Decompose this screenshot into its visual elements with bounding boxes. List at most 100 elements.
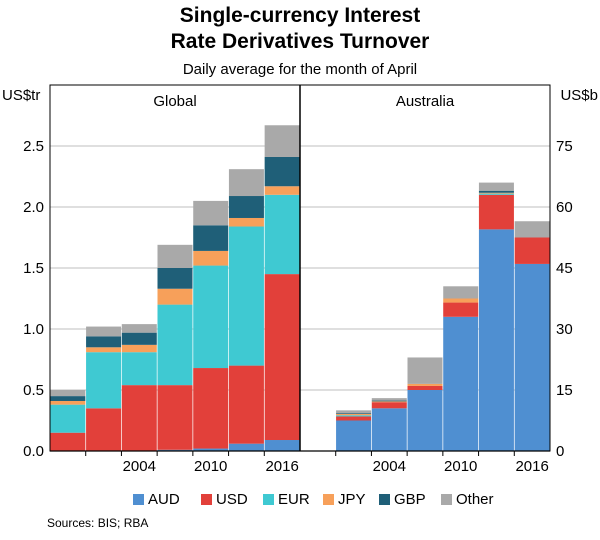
- bar-segment-other-2013: [228, 169, 264, 197]
- bar-segment-usd-2007: [407, 385, 443, 390]
- bar-segment-other-2007: [157, 244, 193, 268]
- bar-segment-other-2004: [371, 398, 407, 401]
- y-tick-label: 0: [556, 443, 564, 460]
- x-tick-label: 2016: [265, 458, 298, 475]
- bar-segment-usd-2007: [157, 385, 193, 450]
- panel-title-australia: Australia: [396, 93, 455, 110]
- right-axis-unit: US$b: [560, 87, 598, 104]
- y-tick-label: 1.5: [23, 260, 44, 277]
- bar-segment-other-2016: [514, 221, 550, 238]
- y-tick-label: 2.5: [23, 138, 44, 155]
- x-tick-label: 2016: [515, 458, 548, 475]
- y-tick-label: 2.0: [23, 199, 44, 216]
- panel-title-global: Global: [153, 93, 196, 110]
- bar-segment-jpy-2010: [443, 298, 479, 303]
- bar-segment-aud-2004: [371, 408, 407, 451]
- y-tick-label: 1.0: [23, 321, 44, 338]
- bar-segment-aud-2010: [193, 448, 229, 451]
- bar-segment-eur-2010: [193, 265, 229, 369]
- bar-segment-aud-2013: [228, 443, 264, 451]
- left-axis-unit: US$tr: [2, 87, 40, 104]
- bar-segment-gbp-2001: [336, 413, 372, 414]
- bar-segment-usd-2004: [121, 385, 157, 451]
- bar-segment-aud-2010: [443, 316, 479, 451]
- bar-segment-aud-2007: [157, 449, 193, 451]
- bar-segment-usd-1998: [50, 432, 86, 451]
- bar-segment-gbp-2004: [121, 332, 157, 345]
- legend-swatch-usd: [201, 494, 212, 505]
- legend-swatch-eur: [263, 494, 274, 505]
- legend-swatch-jpy: [323, 494, 334, 505]
- bar-segment-eur-2016: [264, 194, 300, 275]
- bar-segment-gbp-2007: [157, 268, 193, 289]
- bar-segment-eur-1998: [50, 404, 86, 433]
- bar-segment-jpy-2001: [336, 413, 372, 416]
- bar-segment-other-2007: [407, 357, 443, 384]
- legend-label-eur: EUR: [278, 491, 310, 508]
- legend: AUD USD EUR JPY GBP Other: [133, 491, 494, 508]
- bar-segment-other-2010: [443, 286, 479, 299]
- bar-segment-other-2016: [264, 125, 300, 157]
- bar-segment-other-2010: [193, 200, 229, 226]
- y-tick-label: 0.0: [23, 443, 44, 460]
- bar-segment-usd-2001: [336, 416, 372, 421]
- bar-segment-jpy-2016: [264, 186, 300, 195]
- bar-segment-usd-2013: [478, 194, 514, 230]
- y-tick-label: 45: [556, 260, 573, 277]
- y-tick-label: 15: [556, 382, 573, 399]
- bar-segment-jpy-2001: [86, 347, 122, 353]
- y-tick-label: 30: [556, 321, 573, 338]
- bar-segment-other-2001: [336, 410, 372, 414]
- bar-segment-jpy-2013: [228, 217, 264, 227]
- y-tick-label: 0.5: [23, 382, 44, 399]
- bar-segment-aud-2001: [336, 420, 372, 451]
- bar-segment-gbp-2001: [86, 336, 122, 348]
- bar-segment-aud-2007: [407, 390, 443, 451]
- bar-segment-eur-2004: [121, 352, 157, 386]
- sources-note: Sources: BIS; RBA: [47, 516, 148, 530]
- legend-label-usd: USD: [216, 491, 248, 508]
- bar-segment-usd-2010: [193, 368, 229, 449]
- bar-segment-other-2013: [478, 182, 514, 191]
- chart-title-line1: Single-currency Interest: [180, 4, 420, 27]
- x-tick-label: 2010: [194, 458, 227, 475]
- bar-segment-jpy-2013: [478, 192, 514, 194]
- bar-segment-other-2001: [86, 326, 122, 337]
- bar-segment-gbp-2010: [193, 225, 229, 251]
- bar-segment-aud-2013: [478, 229, 514, 451]
- bar-segment-jpy-2004: [121, 344, 157, 353]
- bar-segment-other-1998: [50, 390, 86, 397]
- x-tick-label: 2004: [123, 458, 156, 475]
- chart-title-line2: Rate Derivatives Turnover: [171, 30, 430, 53]
- bar-segment-usd-2004: [371, 402, 407, 409]
- chart-subtitle: Daily average for the month of April: [183, 61, 417, 78]
- bar-segment-usd-2010: [443, 302, 479, 317]
- bar-segment-jpy-2004: [371, 401, 407, 403]
- x-tick-label: 2004: [373, 458, 406, 475]
- bar-segment-jpy-2007: [407, 383, 443, 386]
- bars: [50, 125, 550, 451]
- legend-label-other: Other: [456, 491, 494, 508]
- legend-label-aud: AUD: [148, 491, 180, 508]
- bar-segment-eur-2001: [336, 415, 372, 417]
- bar-segment-eur-2013: [228, 226, 264, 366]
- bar-segment-gbp-2013: [478, 190, 514, 193]
- bar-segment-eur-2007: [157, 304, 193, 386]
- bar-segment-aud-2016: [514, 263, 550, 451]
- legend-label-gbp: GBP: [394, 491, 426, 508]
- bar-segment-usd-2016: [514, 237, 550, 264]
- axes: 0.0 0.5 1.0 1.5 2.0 2.5 2004 2010 2016 0 15 30 45 60 7…: [23, 84, 573, 475]
- bar-segment-gbp-2004: [371, 400, 407, 402]
- bar-segment-jpy-2010: [193, 250, 229, 266]
- bar-segment-eur-2001: [86, 352, 122, 409]
- bar-segment-jpy-2007: [157, 288, 193, 305]
- bar-segment-eur-2013: [478, 193, 514, 195]
- legend-swatch-gbp: [379, 494, 390, 505]
- bar-segment-aud-2016: [264, 440, 300, 451]
- legend-label-jpy: JPY: [338, 491, 366, 508]
- legend-swatch-other: [441, 494, 452, 505]
- bar-segment-other-2004: [121, 324, 157, 333]
- bar-segment-gbp-1998: [50, 396, 86, 401]
- bar-segment-usd-2016: [264, 274, 300, 441]
